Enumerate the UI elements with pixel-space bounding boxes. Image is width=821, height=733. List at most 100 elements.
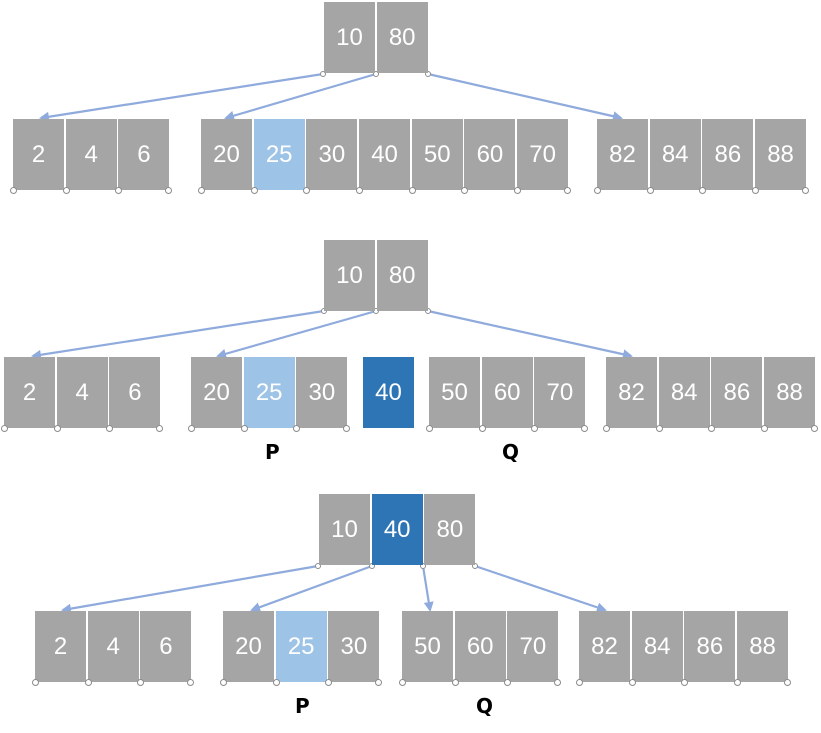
key-cell: 70 <box>531 357 589 432</box>
btree-node-root: 10 80 <box>324 2 428 73</box>
key-cell: 82 <box>603 357 657 432</box>
pointer-dot <box>734 679 742 686</box>
pointer-dot <box>84 679 92 686</box>
key-cell: 84 <box>655 357 710 432</box>
key-cell: 30 <box>303 119 358 194</box>
pointer-dot <box>514 187 522 194</box>
key-cell: 10 <box>319 494 370 565</box>
pointer-dot <box>784 679 792 686</box>
key-cell: 20 <box>220 611 274 686</box>
pointer-dot <box>399 679 406 686</box>
child-pointer-arrow <box>39 72 324 122</box>
pointer-dot <box>220 679 227 686</box>
pointer-dot <box>156 425 164 432</box>
key-cell: 10 <box>324 2 375 73</box>
key-cell: 88 <box>734 611 792 686</box>
pointer-dot <box>581 425 589 432</box>
key-cell: 20 <box>188 357 242 432</box>
key-cell: 86 <box>699 119 754 194</box>
key-cell: 50 <box>399 611 453 686</box>
pointer-dot <box>628 679 636 686</box>
key-cell: 82 <box>594 119 648 194</box>
node-label-q: Q <box>476 694 494 718</box>
key-cell: 10 <box>324 240 375 311</box>
pointer-dot <box>1 425 8 432</box>
child-pointer-arrow <box>250 564 373 612</box>
pointer-dot <box>478 425 486 432</box>
pointer-dot <box>187 679 195 686</box>
child-pointer-arrow <box>421 565 434 612</box>
pointer-dot <box>408 187 416 194</box>
key-cell: 50 <box>426 357 480 432</box>
pointer-dot <box>461 187 469 194</box>
pointer-dot <box>53 425 61 432</box>
key-cell: 25 <box>272 611 327 686</box>
key-cell: 20 <box>198 119 252 194</box>
child-pointer-arrow <box>427 309 633 360</box>
node-label-p: P <box>265 440 280 464</box>
key-cell: 80 <box>424 494 476 565</box>
pointer-dot <box>504 679 512 686</box>
key-cell: 40 <box>363 357 414 428</box>
key-cell: 6 <box>137 611 195 686</box>
pointer-dot <box>802 187 810 194</box>
key-cell: 2 <box>32 611 86 686</box>
btree-node-mid: 20 25 30 40 50 60 70 <box>198 119 572 194</box>
pointer-dot <box>554 679 562 686</box>
key-cell: 4 <box>53 357 108 432</box>
btree-node-p: 20 25 30 <box>220 611 383 686</box>
pointer-dot <box>603 425 610 432</box>
btree-node-right: 82 84 86 88 <box>576 611 792 686</box>
btree-node-right: 82 84 86 88 <box>603 357 819 432</box>
btree-node-root: 10 40 80 <box>319 494 476 565</box>
btree-node-q: 50 60 70 <box>426 357 589 432</box>
key-cell: 70 <box>504 611 562 686</box>
key-cell: 88 <box>761 357 819 432</box>
pointer-dot <box>356 187 364 194</box>
btree-node-sep: 40 <box>363 357 414 428</box>
pointer-dot <box>293 425 301 432</box>
pointer-dot <box>761 425 769 432</box>
pointer-dot <box>250 187 258 194</box>
btree-node-q: 50 60 70 <box>399 611 562 686</box>
key-cell: 40 <box>371 494 423 565</box>
pointer-dot <box>272 679 280 686</box>
key-cell: 86 <box>708 357 763 432</box>
pointer-dot <box>137 679 145 686</box>
pointer-dot <box>303 187 311 194</box>
pointer-dot <box>165 187 173 194</box>
pointer-dot <box>531 425 539 432</box>
pointer-dot <box>343 425 351 432</box>
child-pointer-arrow <box>474 564 607 613</box>
pointer-dot <box>811 425 819 432</box>
key-cell: 4 <box>84 611 139 686</box>
pointer-dot <box>646 187 654 194</box>
key-cell: 4 <box>62 119 117 194</box>
pointer-dot <box>188 425 195 432</box>
key-cell: 2 <box>10 119 64 194</box>
pointer-dot <box>62 187 70 194</box>
pointer-dot <box>564 187 572 194</box>
key-cell: 82 <box>576 611 630 686</box>
key-cell: 30 <box>293 357 351 432</box>
pointer-dot <box>708 425 716 432</box>
pointer-dot <box>115 187 123 194</box>
pointer-dot <box>451 679 459 686</box>
key-cell: 84 <box>628 611 683 686</box>
pointer-dot <box>198 187 205 194</box>
pointer-dot <box>375 679 383 686</box>
node-label-q: Q <box>502 440 520 464</box>
key-cell: 86 <box>681 611 736 686</box>
key-cell: 88 <box>752 119 810 194</box>
key-cell: 50 <box>408 119 463 194</box>
pointer-dot <box>576 679 583 686</box>
key-cell: 60 <box>451 611 506 686</box>
key-cell: 25 <box>250 119 305 194</box>
key-cell: 60 <box>478 357 533 432</box>
pointer-dot <box>106 425 114 432</box>
btree-node-right: 82 84 86 88 <box>594 119 810 194</box>
key-cell: 40 <box>356 119 411 194</box>
